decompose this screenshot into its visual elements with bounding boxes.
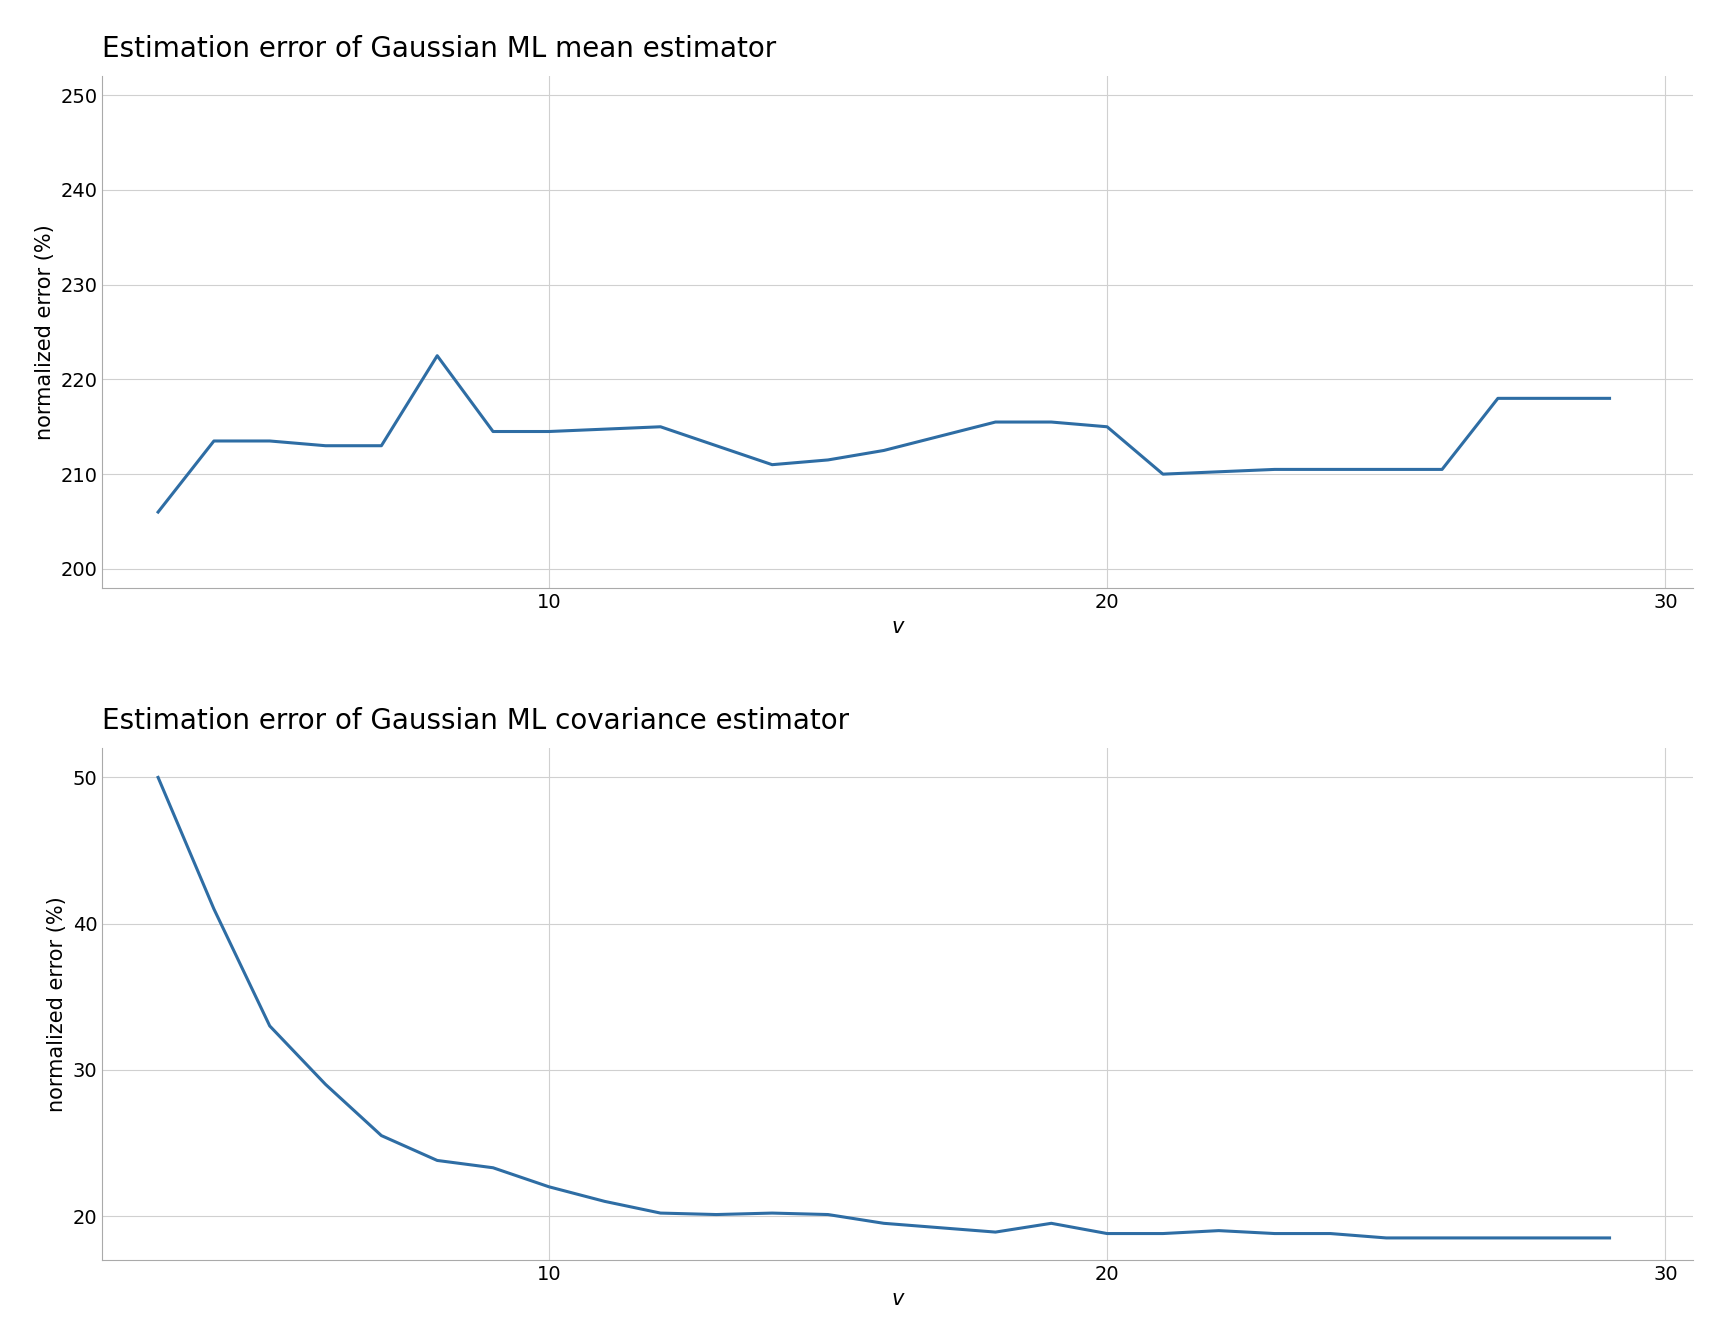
Y-axis label: normalized error (%): normalized error (%) — [47, 896, 67, 1111]
X-axis label: v: v — [892, 1289, 904, 1309]
Y-axis label: normalized error (%): normalized error (%) — [35, 224, 55, 439]
X-axis label: v: v — [892, 617, 904, 637]
Text: Estimation error of Gaussian ML mean estimator: Estimation error of Gaussian ML mean est… — [102, 35, 776, 63]
Text: Estimation error of Gaussian ML covariance estimator: Estimation error of Gaussian ML covarian… — [102, 707, 850, 735]
